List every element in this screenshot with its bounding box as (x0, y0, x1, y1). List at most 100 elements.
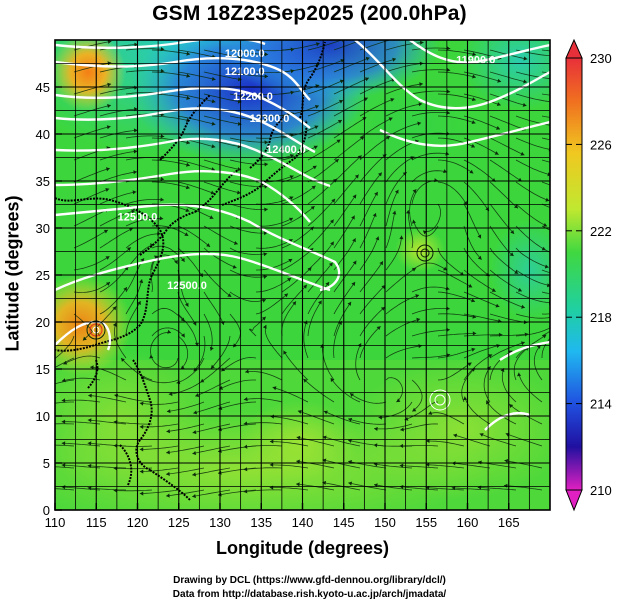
streamline (150, 354, 179, 369)
streamline (139, 489, 179, 494)
streamline-arrow (289, 175, 294, 179)
streamline (333, 194, 357, 227)
streamline-arrow (185, 185, 190, 190)
streamline (453, 434, 491, 447)
streamline-arrow (508, 350, 513, 355)
streamline-arrow (192, 451, 197, 455)
streamline (73, 40, 112, 51)
streamline-arrow (517, 287, 522, 292)
colorbar-gradient (565, 57, 583, 491)
streamline (283, 350, 309, 381)
streamline-arrow (107, 82, 112, 87)
streamline (411, 286, 450, 293)
streamline (489, 137, 525, 156)
streamline-arrow (124, 266, 129, 271)
streamline (218, 423, 257, 431)
streamline-arrow (288, 259, 293, 263)
streamline-arrow (160, 47, 165, 52)
streamline (139, 401, 179, 405)
streamline (463, 137, 499, 155)
streamline (99, 266, 129, 293)
x-tick-label: 135 (250, 515, 272, 530)
streamline-arrow (233, 241, 238, 245)
streamline (541, 225, 550, 231)
streamline-arrow (237, 99, 242, 104)
streamline-arrow (243, 467, 248, 472)
streamline (437, 115, 476, 124)
streamline (177, 313, 198, 347)
streamline (307, 59, 345, 73)
streamline-arrow (336, 139, 341, 144)
streamline-arrow (36, 486, 39, 490)
streamline (515, 137, 550, 150)
streamline-arrow (139, 279, 144, 284)
streamline (193, 335, 206, 372)
streamline (264, 324, 283, 359)
streamline-arrow (314, 105, 319, 109)
streamline-arrow (477, 234, 482, 239)
colorbar-max-arrow (565, 38, 583, 59)
streamline-arrow (181, 333, 185, 338)
streamline (73, 208, 109, 227)
streamline (203, 71, 242, 81)
streamline (307, 219, 335, 249)
streamline (359, 325, 381, 359)
streamline-arrow (330, 219, 334, 224)
streamline (333, 40, 364, 51)
streamline (515, 269, 550, 287)
streamline (437, 362, 472, 381)
streamline (61, 486, 101, 491)
x-tick-label: 165 (498, 515, 520, 530)
streamline-arrow (541, 246, 546, 251)
streamline-arrow (160, 176, 165, 181)
streamline (399, 465, 439, 469)
streamline-arrow (297, 410, 302, 414)
streamline (385, 345, 423, 359)
streamline (489, 269, 523, 292)
streamline (437, 313, 477, 318)
streamline (411, 379, 423, 412)
streamline (515, 93, 550, 103)
streamline (489, 350, 513, 381)
streamline (515, 225, 546, 251)
x-tick-label: 150 (374, 515, 396, 530)
y-tick-label: 30 (36, 221, 50, 236)
streamline (192, 467, 231, 476)
streamline (411, 69, 451, 73)
streamline-arrow (412, 407, 417, 412)
streamline-arrow (288, 239, 293, 243)
streamline (333, 320, 342, 359)
streamline (489, 291, 526, 309)
streamline-arrow (351, 215, 355, 220)
streamline-arrow (264, 162, 268, 167)
streamline-arrow (491, 288, 496, 292)
streamline (385, 294, 420, 315)
streamline-arrow (160, 68, 165, 73)
streamline-arrow (536, 345, 541, 349)
streamline (411, 170, 448, 183)
streamline (348, 418, 387, 425)
streamline-arrow (262, 324, 267, 329)
streamline (385, 62, 424, 73)
contour-label: 12200.0 (233, 91, 273, 103)
streamline (515, 203, 548, 227)
streamline-arrow (184, 302, 189, 307)
streamline-arrow (62, 378, 66, 383)
streamline (99, 191, 137, 205)
streamline-arrow (472, 331, 477, 336)
streamline-arrow (160, 197, 164, 202)
streamline-arrow (284, 293, 288, 298)
streamline (125, 199, 164, 205)
streamline (541, 181, 550, 186)
streamline (437, 71, 476, 78)
streamline-arrow (376, 326, 381, 330)
streamline-arrow (419, 82, 423, 87)
streamline (87, 465, 127, 469)
streamline-arrow (339, 99, 343, 104)
credit-data-source: Data from http://database.rish.kyoto-u.a… (172, 589, 447, 600)
y-tick-label: 25 (36, 268, 50, 283)
streamline (61, 442, 101, 447)
streamline-arrow (443, 266, 448, 271)
x-tick-label: 120 (127, 515, 149, 530)
streamline-arrow (365, 56, 370, 61)
